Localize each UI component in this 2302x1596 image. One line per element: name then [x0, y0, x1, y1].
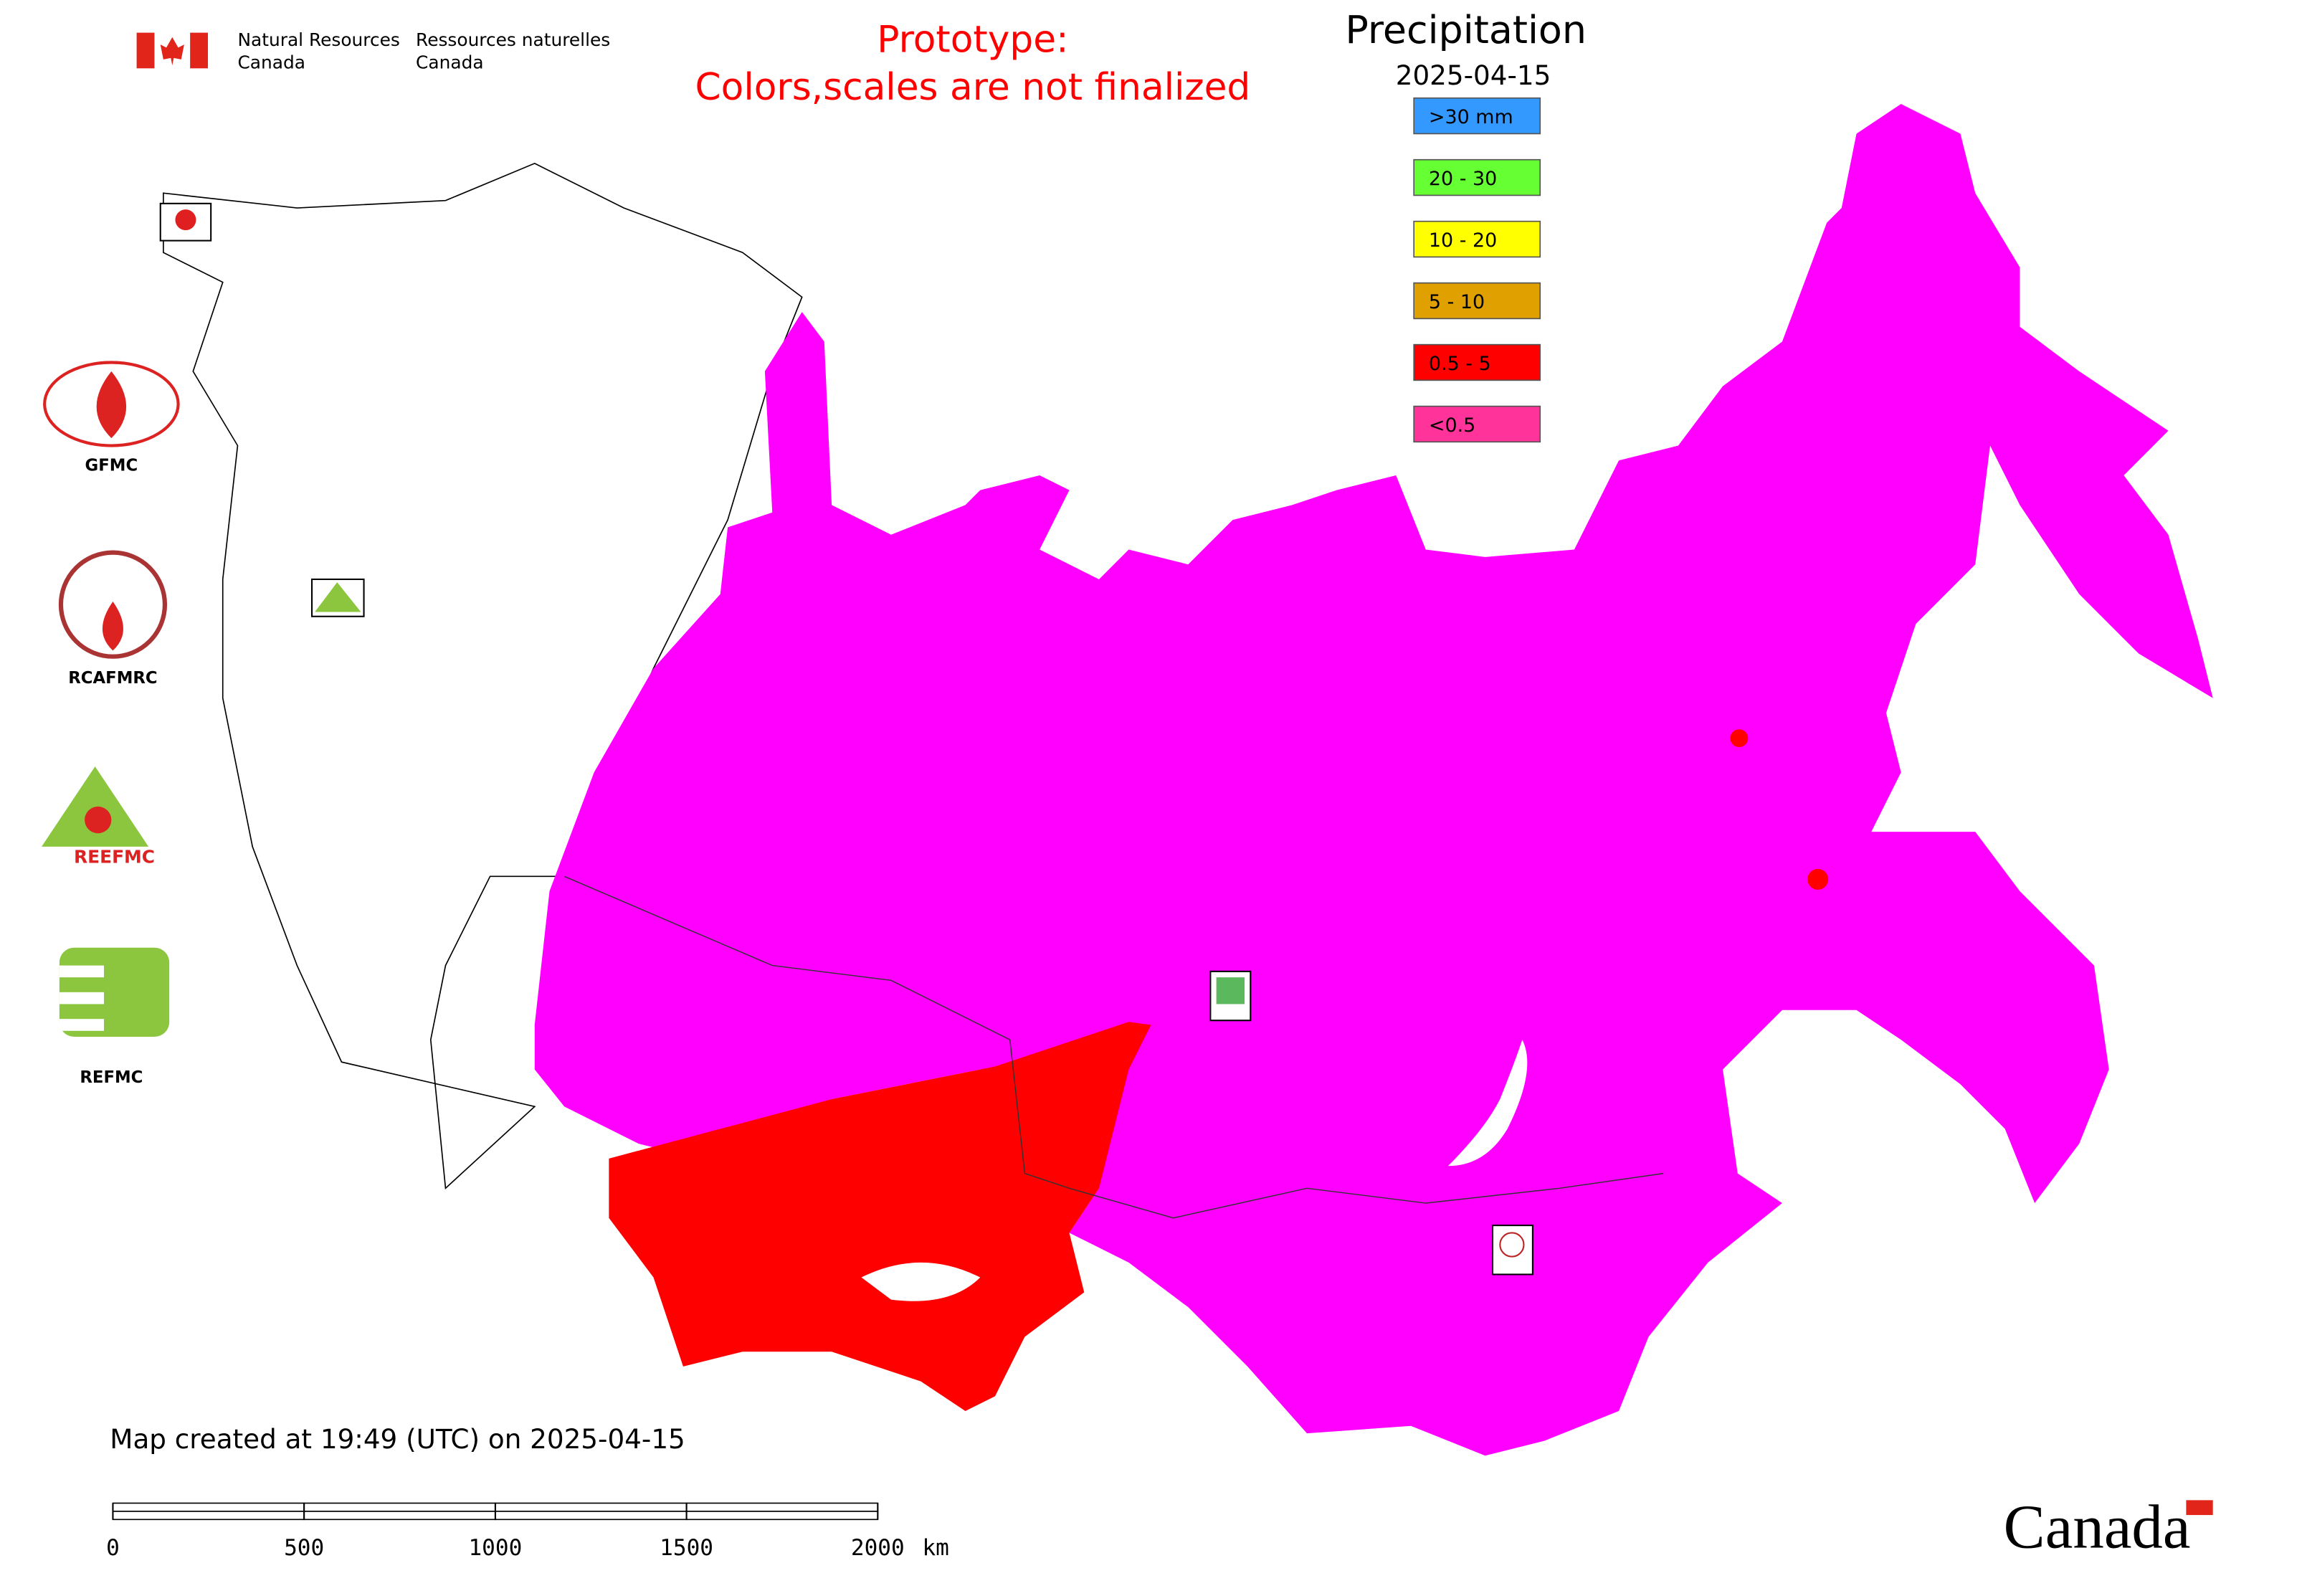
wordmark-flag [2186, 1500, 2213, 1516]
department-en: Canada [237, 52, 305, 72]
legend-label: 20 - 30 [1429, 168, 1497, 190]
scale-segment [112, 1502, 305, 1512]
site-marker-icon [175, 209, 196, 231]
logo-label: GFMC [85, 457, 138, 475]
map-created: Map created at 19:49 (UTC) on 2025-04-15 [110, 1423, 685, 1455]
department-fr: Ressources naturelles [416, 29, 610, 50]
scale-segment [685, 1511, 879, 1521]
notice: Prototype: [877, 19, 1068, 62]
logo-label: RCAFMRC [68, 669, 157, 688]
site-marker-icon [1499, 1232, 1525, 1258]
legend-label: 5 - 10 [1429, 291, 1485, 313]
scale-tick-label: 500 [284, 1535, 324, 1561]
legend-label: <0.5 [1429, 414, 1475, 437]
legend-swatch [1413, 343, 1541, 381]
wordmark: Canada [2004, 1492, 2191, 1562]
legend-swatch [1413, 220, 1541, 258]
precip-area-low [534, 104, 2213, 1456]
scale-segment [495, 1511, 688, 1521]
scale-segment [303, 1502, 496, 1512]
logo [102, 602, 123, 651]
lake [861, 1262, 981, 1301]
logo [96, 371, 127, 439]
scale-segment [303, 1511, 496, 1521]
logo-label: REFMC [80, 1068, 143, 1087]
scale-segment [685, 1502, 879, 1512]
marker-dot [1807, 868, 1829, 890]
land-outline [163, 162, 803, 1190]
scale-tick-label: 0 [106, 1535, 120, 1561]
logo [42, 766, 149, 847]
legend: >30 mm 20 - 30 10 - 20 5 - 10 0.5 - 5 <0.5 [1413, 97, 1541, 443]
scale-segment [495, 1502, 688, 1512]
department-en: Natural Resources [237, 29, 399, 50]
flag-bar [136, 32, 155, 69]
department-fr: Canada [416, 52, 484, 72]
site-marker-icon [315, 582, 361, 612]
legend-date: 2025-04-15 [1396, 60, 1551, 91]
site-marker-icon [1216, 977, 1245, 1004]
legend-swatch [1413, 97, 1541, 135]
border-line [563, 875, 1664, 1219]
legend-swatch [1413, 158, 1541, 196]
logo [59, 965, 105, 978]
legend-label: 10 - 20 [1429, 229, 1497, 252]
legend-label: 0.5 - 5 [1429, 353, 1491, 375]
marker-dot [1730, 729, 1749, 748]
legend-swatch [1413, 405, 1541, 443]
scale-unit: km [922, 1535, 948, 1561]
logo [85, 806, 112, 834]
flag-leaf [160, 37, 184, 66]
precip-area-mid [609, 1022, 1151, 1412]
scale-tick-label: 1500 [660, 1535, 713, 1561]
logo [59, 1019, 105, 1031]
logo [59, 992, 105, 1004]
scale-bar: 0 500 1000 1500 2000 km [106, 1502, 949, 1561]
scale-tick-label: 2000 [851, 1535, 905, 1561]
notice: Colors,scales are not finalized [695, 66, 1251, 109]
legend-swatch [1413, 282, 1541, 320]
flag-bar [190, 32, 209, 69]
legend-title: Precipitation [1345, 7, 1587, 52]
scale-tick-label: 1000 [468, 1535, 522, 1561]
lake [1447, 1040, 1528, 1167]
scale-segment [112, 1511, 305, 1521]
legend-label: >30 mm [1429, 106, 1513, 128]
logo-text: REEFMC [74, 847, 155, 868]
